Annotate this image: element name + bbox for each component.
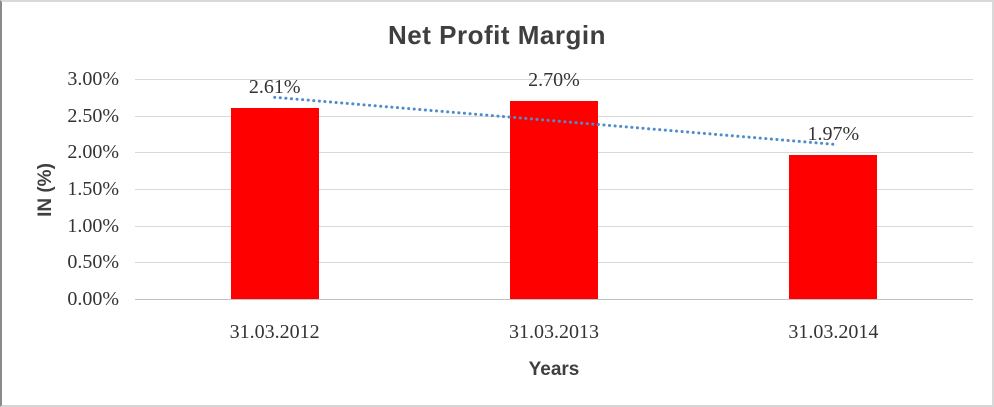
y-tick-label: 0.50% <box>67 251 119 273</box>
x-axis-title: Years <box>528 359 580 380</box>
chart-title: Net Profit Margin <box>388 20 606 50</box>
bar-31.03.2014 <box>789 154 878 299</box>
bar-31.03.2013 <box>510 101 598 299</box>
y-tick-label: 1.00% <box>67 215 119 237</box>
data-label: 1.97% <box>807 122 860 145</box>
y-tick-label: 3.00% <box>67 68 119 90</box>
x-tick-label: 31.03.2013 <box>509 321 599 343</box>
y-tick-label: 0.00% <box>67 288 119 310</box>
data-label: 2.61% <box>248 75 301 98</box>
x-tick-label: 31.03.2014 <box>788 321 879 343</box>
bar-31.03.2012 <box>230 107 319 299</box>
y-tick-label: 2.50% <box>67 105 119 127</box>
x-tick-label: 31.03.2012 <box>229 321 320 343</box>
y-tick-label: 1.50% <box>67 178 119 200</box>
data-label: 2.70% <box>528 69 580 91</box>
gridline <box>135 79 973 80</box>
y-tick-label: 2.00% <box>67 141 119 163</box>
x-axis-line <box>135 299 973 300</box>
